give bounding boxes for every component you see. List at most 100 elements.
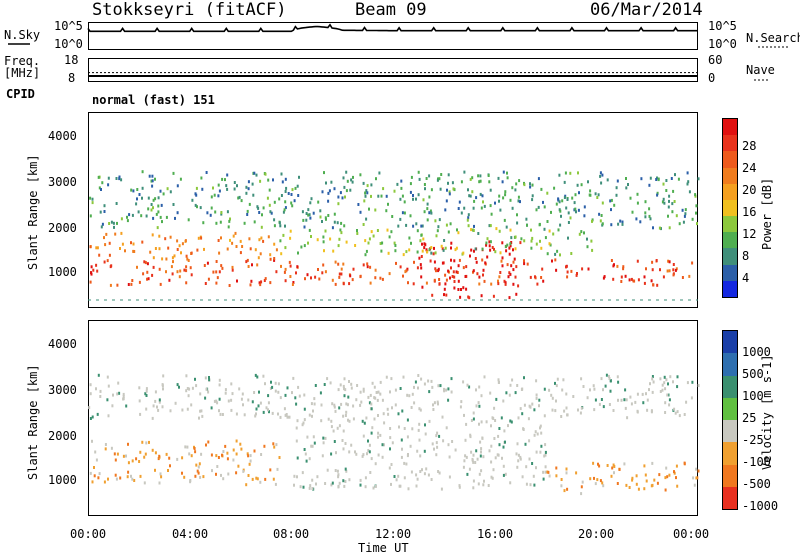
velocity-cell [127,442,129,446]
velocity-cell [649,382,651,386]
power-cell [485,241,488,245]
power-cell [526,262,529,266]
power-cell [146,262,149,266]
power-cell [509,242,512,246]
x-tick: 00:00 [70,527,107,541]
power-cell [599,174,602,178]
velocity-cell [425,467,428,471]
velocity-cell [598,464,601,468]
power-cell [152,216,155,220]
power-cell [301,210,304,214]
power-cell [321,220,323,223]
velocity-cell [664,411,667,414]
velocity-cell [245,483,248,487]
power-cell [236,279,238,283]
power-cell [606,178,609,182]
power-cell [190,273,193,277]
power-cell [284,246,287,250]
velocity-cell [306,435,309,439]
velocity-cell [272,477,275,481]
power-cell [438,218,441,222]
power-cell [269,253,272,257]
velocity-cell [475,404,478,408]
power-cell [284,177,287,181]
power-cell [580,183,583,187]
power-cell [501,264,504,268]
power-cell [399,265,402,269]
velocity-cell [226,451,229,455]
power-cell [324,270,327,274]
velocity-cell [249,454,252,458]
velocity-cell [459,405,462,409]
power-cell [212,186,214,190]
power-cell [556,249,559,253]
power-cell [423,183,426,186]
power-cell [620,275,623,279]
velocity-cell [366,452,368,456]
power-cell [601,173,604,177]
power-cell [512,260,515,264]
power-cell [154,177,156,181]
velocity-cell [666,475,669,479]
power-cell [191,198,194,202]
power-cell [338,272,341,276]
power-cell [354,244,357,247]
velocity-cell [215,399,218,403]
power-cell [124,249,126,253]
velocity-cell [362,434,365,438]
power-cell [370,230,373,234]
velocity-cell [241,392,244,396]
power-cell [138,193,141,196]
velocity-cell [330,425,333,429]
power-cell [107,176,110,180]
power-cell [275,248,278,252]
velocity-cell [539,450,542,454]
velocity-cell [303,448,306,451]
power-cell [438,282,441,286]
power-cell [138,280,141,284]
power-cell [648,214,651,218]
velocity-cell [482,483,485,487]
power-cell [576,183,579,187]
power-cell [650,279,653,283]
velocity-cell [656,481,659,485]
velocity-cell [308,413,311,417]
velocity-cell [636,410,639,414]
power-cell [462,251,465,255]
velocity-cell [138,460,141,463]
power-cell [433,246,435,250]
power-cell [382,187,385,191]
velocity-cell [651,375,654,378]
power-cell [569,216,572,220]
power-cell [514,188,517,192]
velocity-cell [593,408,596,412]
freq-label-1: Freq. [4,54,41,68]
power-cell [255,173,258,177]
velocity-cell [542,477,545,481]
velocity-cell [450,377,453,381]
velocity-cell [593,387,596,391]
velocity-cell [125,404,128,408]
velocity-cell [107,384,110,388]
power-cell [632,279,635,283]
velocity-cell [327,417,330,421]
power-cell [640,177,643,181]
velocity-cell [362,453,365,457]
power-cell [501,241,504,245]
power-cell [489,240,492,244]
freq-label-2: [MHz] [4,66,41,80]
power-cell [178,244,181,248]
velocity-cell [359,483,362,487]
velocity-cell [99,389,102,393]
power-cell [657,177,660,181]
velocity-cell [544,453,547,457]
power-cell [161,220,163,224]
velocity-cell [555,399,557,403]
power-cell [374,208,377,212]
velocity-cell [642,401,645,405]
velocity-cell [315,482,317,486]
date-title: 06/Mar/2014 [590,0,703,20]
power-cell [308,213,311,217]
velocity-cell [265,406,268,410]
power-cell [523,183,526,187]
